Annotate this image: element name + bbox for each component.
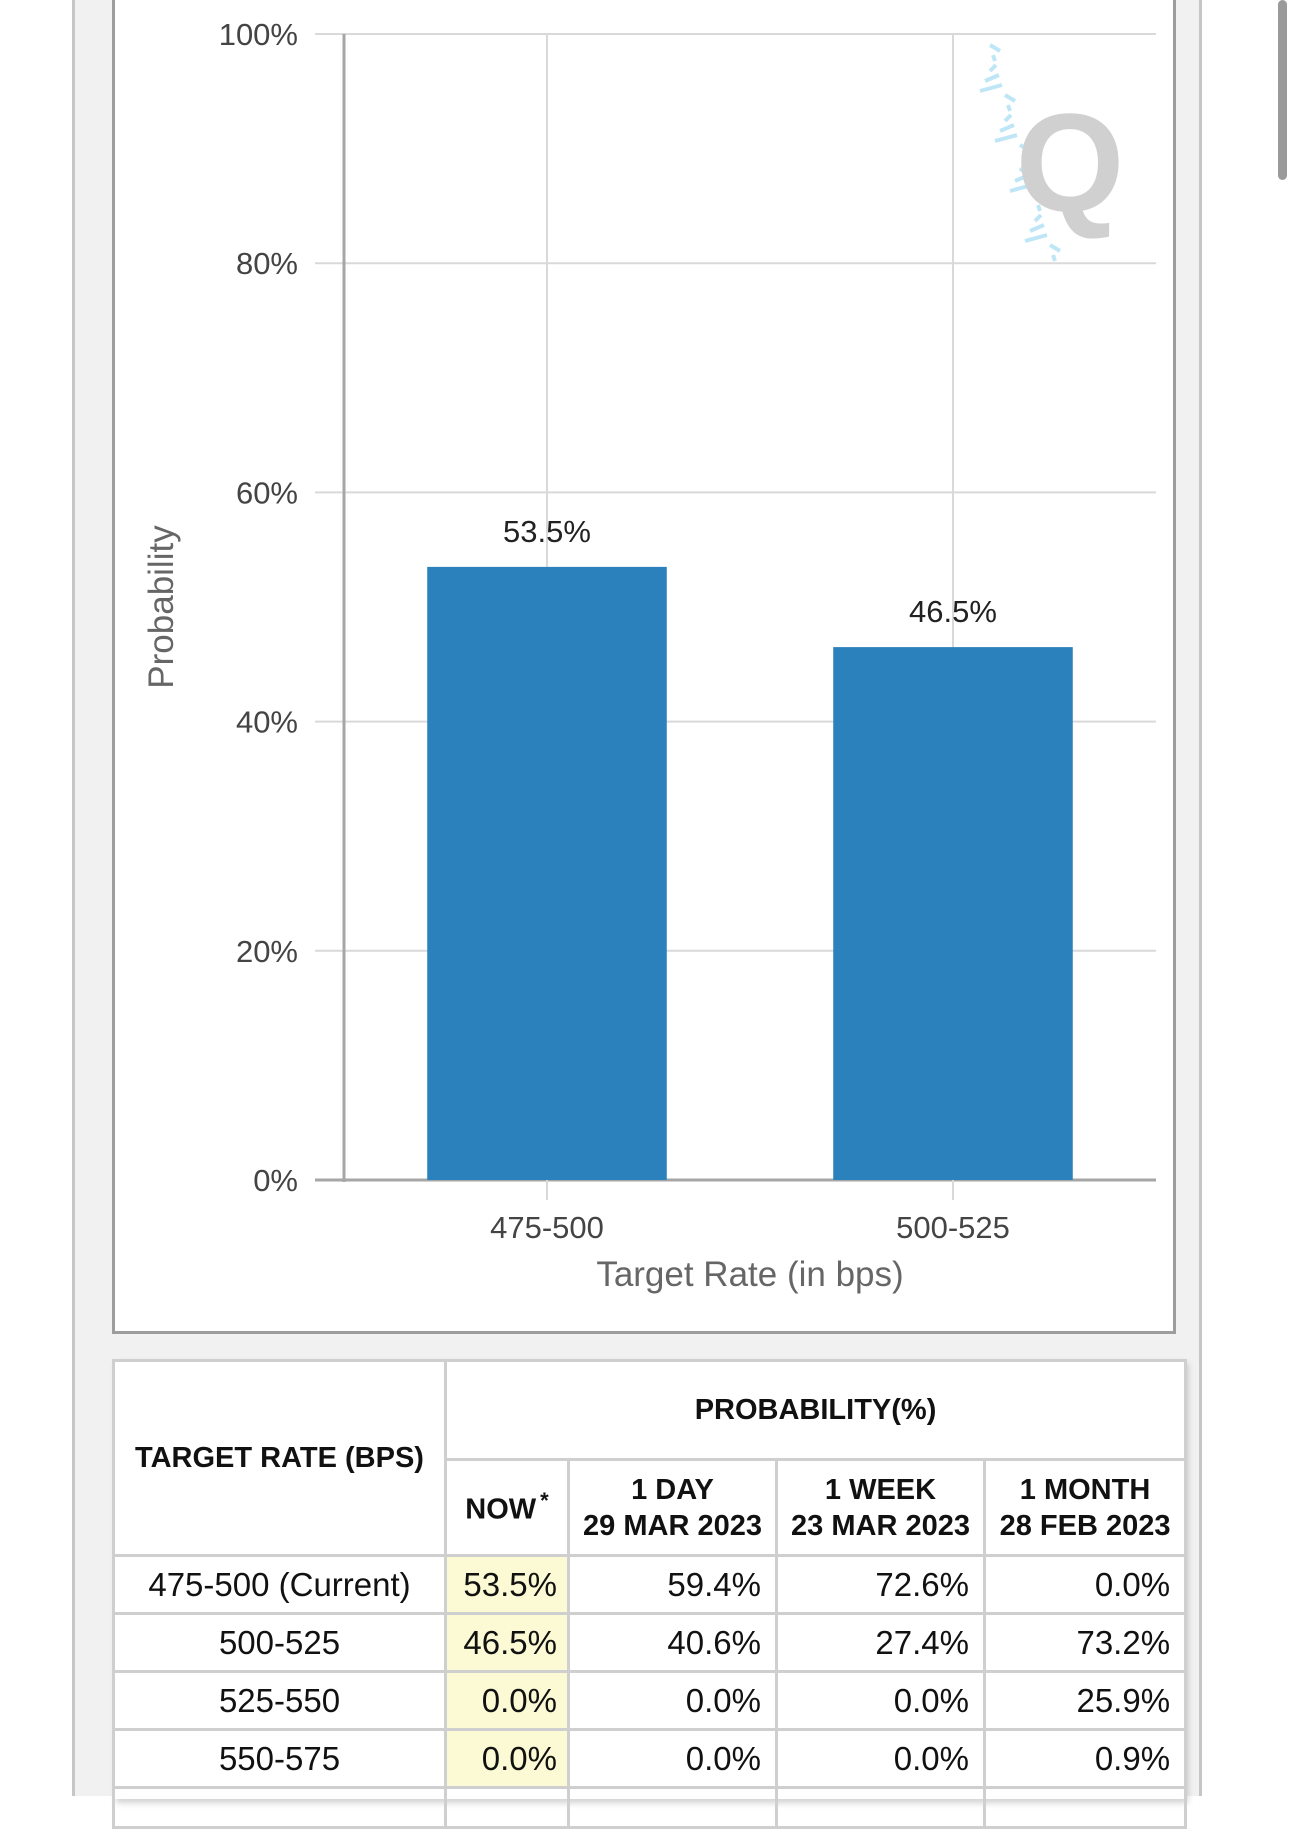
watermark-letter: Q xyxy=(1016,84,1125,241)
watermark-line xyxy=(999,123,1015,133)
one-week-cell: 0.0% xyxy=(775,1728,986,1789)
empty-cell xyxy=(444,1786,570,1829)
one-month-cell: 0.9% xyxy=(982,1728,1188,1789)
one-month-cell: 25.9% xyxy=(982,1670,1188,1731)
scrollbar-thumb[interactable] xyxy=(1278,0,1287,180)
one-week-cell: 27.4% xyxy=(775,1612,986,1673)
watermark-line xyxy=(1051,254,1057,262)
watermark-line xyxy=(1021,154,1027,162)
watermark-line xyxy=(991,54,997,62)
empty-cell xyxy=(982,1786,1188,1829)
y-tick-label: 20% xyxy=(236,934,298,969)
empty-cell xyxy=(775,1786,986,1829)
y-tick-label: 60% xyxy=(236,475,298,510)
watermark-line xyxy=(1009,183,1033,193)
bar-data-label: 46.5% xyxy=(909,594,997,629)
now-column-header: NOW * xyxy=(444,1458,570,1557)
x-tick-label: 475-500 xyxy=(490,1210,604,1245)
watermark-line xyxy=(1029,223,1045,233)
now-footnote-marker: * xyxy=(540,1488,549,1514)
probability-header: PROBABILITY(%) xyxy=(443,1359,1188,1461)
watermark-line xyxy=(979,83,1003,93)
x-tick-label: 500-525 xyxy=(896,1210,1010,1245)
empty-cell xyxy=(567,1786,778,1829)
y-tick-label: 100% xyxy=(219,17,298,52)
one-day-cell: 59.4% xyxy=(567,1554,778,1615)
bar-data-label: 53.5% xyxy=(503,514,591,549)
one-month-cell: 0.0% xyxy=(982,1554,1188,1615)
watermark-line xyxy=(1033,213,1043,223)
watermark-line xyxy=(1014,173,1030,183)
now-cell: 0.0% xyxy=(444,1728,570,1789)
one-day-cell: 0.0% xyxy=(567,1728,778,1789)
empty-cell xyxy=(112,1786,447,1829)
x-axis-title: Target Rate (in bps) xyxy=(596,1255,903,1294)
rate-cell: 500-525 xyxy=(112,1612,447,1673)
watermark-line xyxy=(1033,193,1047,203)
probability-chart: Q 0% 20% 40% 60% 80% 100% 53.5% 475-500 46.5% 500… xyxy=(142,17,1156,1294)
table-row xyxy=(112,1786,1188,1829)
table-row: 525-550 0.0% 0.0% 0.0% 25.9% xyxy=(112,1670,1188,1731)
watermark-line xyxy=(1018,143,1032,153)
bar xyxy=(427,566,667,1180)
rate-cell: 525-550 xyxy=(112,1670,447,1731)
now-cell: 0.0% xyxy=(444,1670,570,1731)
y-tick-label: 80% xyxy=(236,246,298,281)
watermark-line xyxy=(1018,163,1028,173)
watermark-line xyxy=(994,133,1018,143)
one-month-cell: 73.2% xyxy=(982,1612,1188,1673)
watermark-line xyxy=(1036,204,1042,212)
one-week-cell: 72.6% xyxy=(775,1554,986,1615)
now-cell: 53.5% xyxy=(444,1554,570,1615)
watermark-line xyxy=(1006,104,1012,112)
y-axis-title: Probability xyxy=(142,525,181,689)
y-tick-label: 0% xyxy=(253,1163,298,1198)
y-tick-label: 40% xyxy=(236,705,298,740)
table-row: 475-500 (Current) 53.5% 59.4% 72.6% 0.0% xyxy=(112,1554,1188,1615)
one-month-column-header: 1 MONTH 28 FEB 2023 xyxy=(982,1458,1188,1557)
watermark-line xyxy=(1024,233,1048,243)
watermark-line xyxy=(1003,93,1017,103)
one-week-column-header: 1 WEEK 23 MAR 2023 xyxy=(775,1458,986,1557)
watermark-line xyxy=(988,63,998,73)
probability-table-container: TARGET RATE (BPS) PROBABILITY(%) NOW * 1 … xyxy=(112,1359,1188,1829)
one-week-cell: 0.0% xyxy=(775,1670,986,1731)
one-day-cell: 0.0% xyxy=(567,1670,778,1731)
rate-cell: 550-575 xyxy=(112,1728,447,1789)
probability-table: TARGET RATE (BPS) PROBABILITY(%) NOW * 1 … xyxy=(112,1359,1188,1829)
one-day-column-header: 1 DAY 29 MAR 2023 xyxy=(567,1458,778,1557)
watermark-line xyxy=(988,43,1002,53)
chart-panel: Q 0% 20% 40% 60% 80% 100% 53.5% 475-500 46.5% 500… xyxy=(112,0,1176,1334)
rate-cell: 475-500 (Current) xyxy=(112,1554,447,1615)
watermark-line xyxy=(1048,243,1062,253)
watermark-line xyxy=(984,73,1000,83)
table-row: 500-525 46.5% 40.6% 27.4% 73.2% xyxy=(112,1612,1188,1673)
table-row: 550-575 0.0% 0.0% 0.0% 0.9% xyxy=(112,1728,1188,1789)
bar xyxy=(833,647,1073,1180)
target-rate-header: TARGET RATE (BPS) xyxy=(112,1359,447,1557)
now-cell: 46.5% xyxy=(444,1612,570,1673)
watermark-line xyxy=(1003,113,1013,123)
watermark-logo: Q xyxy=(979,43,1125,262)
one-day-cell: 40.6% xyxy=(567,1612,778,1673)
